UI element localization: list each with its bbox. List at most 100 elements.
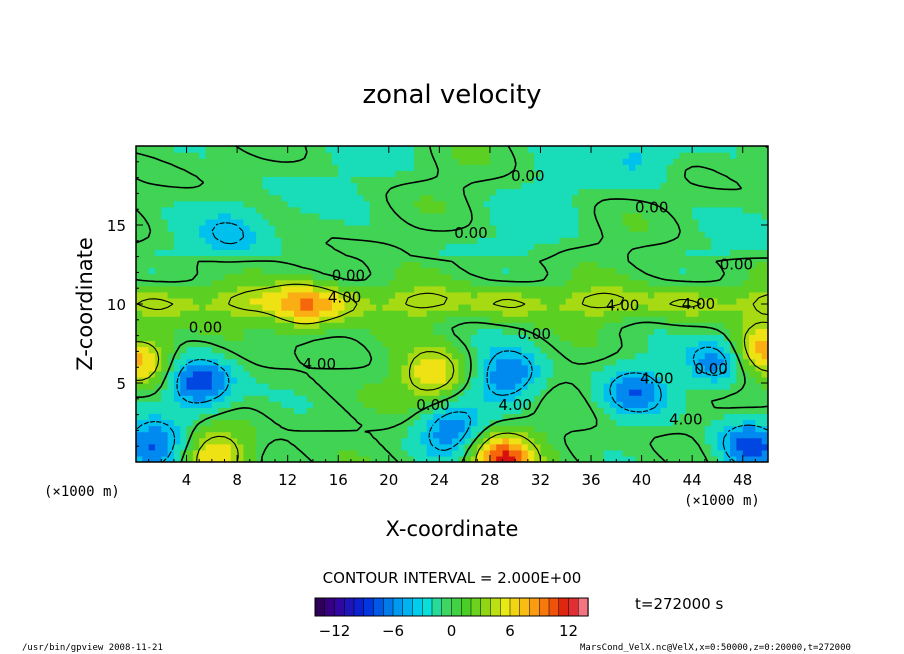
heat-cell xyxy=(331,243,339,250)
heat-cell xyxy=(369,261,377,269)
heat-cell xyxy=(148,243,156,250)
heat-cell xyxy=(597,194,605,202)
heat-cell xyxy=(445,206,453,214)
heat-cell xyxy=(395,437,403,445)
heat-cell xyxy=(711,212,719,220)
heat-cell xyxy=(344,316,352,323)
heat-cell xyxy=(559,182,567,190)
heat-cell xyxy=(350,310,358,317)
heat-cell xyxy=(300,334,308,342)
heat-cell xyxy=(458,194,466,202)
heat-cell xyxy=(287,225,295,232)
heat-cell xyxy=(704,218,712,226)
heat-cell xyxy=(496,413,504,421)
heat-cell xyxy=(736,176,744,184)
heat-cell xyxy=(433,206,440,214)
heat-cell xyxy=(224,431,232,439)
heat-cell xyxy=(167,346,175,354)
heat-cell xyxy=(369,273,377,281)
heat-cell xyxy=(445,291,453,299)
heat-cell xyxy=(275,395,282,402)
heat-cell xyxy=(445,340,453,348)
heat-cell xyxy=(136,322,143,329)
heat-cell xyxy=(243,443,251,451)
heat-cell xyxy=(161,170,169,177)
heat-cell xyxy=(256,194,263,202)
heat-cell xyxy=(161,455,169,462)
heat-cell xyxy=(136,310,143,317)
heat-cell xyxy=(199,364,207,372)
heat-cell xyxy=(319,297,327,305)
heat-cell xyxy=(666,425,674,433)
heat-cell xyxy=(388,322,396,329)
heat-cell xyxy=(660,413,668,421)
heat-cell xyxy=(268,376,276,384)
heat-cell xyxy=(192,249,200,256)
heat-cell xyxy=(654,188,662,196)
heat-cell xyxy=(723,261,731,269)
heat-cell xyxy=(654,334,662,342)
heat-cell xyxy=(249,340,257,348)
heat-cell xyxy=(717,146,725,153)
heat-cell xyxy=(597,322,605,329)
heat-cell xyxy=(420,225,428,232)
heat-cell xyxy=(527,255,535,263)
heat-cell xyxy=(508,383,516,390)
heat-cell xyxy=(610,419,617,427)
heat-cell xyxy=(458,291,466,299)
heat-cell xyxy=(717,322,725,329)
heat-cell xyxy=(546,407,554,414)
heat-cell xyxy=(736,407,744,414)
heat-cell xyxy=(502,152,510,159)
heat-cell xyxy=(635,389,643,396)
heat-cell xyxy=(730,152,737,159)
heat-cell xyxy=(325,212,333,220)
heat-cell xyxy=(173,419,181,427)
heat-cell xyxy=(363,322,371,329)
heat-cell xyxy=(376,158,384,165)
heat-cell xyxy=(224,449,232,457)
heat-cell xyxy=(483,358,491,366)
heat-cell xyxy=(673,425,681,433)
heat-cell xyxy=(230,334,238,342)
heat-cell xyxy=(616,395,624,402)
heat-cell xyxy=(224,225,232,232)
heat-cell xyxy=(635,443,643,451)
heat-cell xyxy=(414,322,421,329)
heat-cell xyxy=(496,225,504,232)
heat-cell xyxy=(287,334,295,342)
heat-cell xyxy=(559,158,567,165)
heat-cell xyxy=(154,152,162,159)
heat-cell xyxy=(496,218,504,226)
heat-cell xyxy=(565,455,573,462)
heat-cell xyxy=(369,449,377,457)
heat-cell xyxy=(546,370,554,378)
heat-cell xyxy=(161,431,169,439)
heat-cell xyxy=(704,304,712,311)
heat-cell xyxy=(685,146,693,153)
heat-cell xyxy=(319,261,327,269)
heat-cell xyxy=(584,158,592,165)
heat-cell xyxy=(610,346,617,354)
heat-cell xyxy=(477,425,485,433)
heat-cell xyxy=(205,304,213,311)
heat-cell xyxy=(679,346,687,354)
heat-cell xyxy=(521,443,529,451)
heat-cell xyxy=(180,383,188,390)
heat-cell xyxy=(275,316,282,323)
heat-cell xyxy=(622,188,630,196)
heat-cell xyxy=(192,188,200,196)
heat-cell xyxy=(319,407,327,414)
heat-cell xyxy=(603,152,611,159)
heat-cell xyxy=(723,340,731,348)
heat-cell xyxy=(464,285,472,293)
heat-cell xyxy=(711,225,719,232)
heat-cell xyxy=(192,176,200,184)
heat-cell xyxy=(521,182,529,190)
heat-cell xyxy=(673,231,681,238)
heat-cell xyxy=(154,279,162,287)
heat-cell xyxy=(350,425,358,433)
heat-cell xyxy=(180,164,188,171)
heat-cell xyxy=(553,231,561,238)
heat-cell xyxy=(148,249,156,256)
